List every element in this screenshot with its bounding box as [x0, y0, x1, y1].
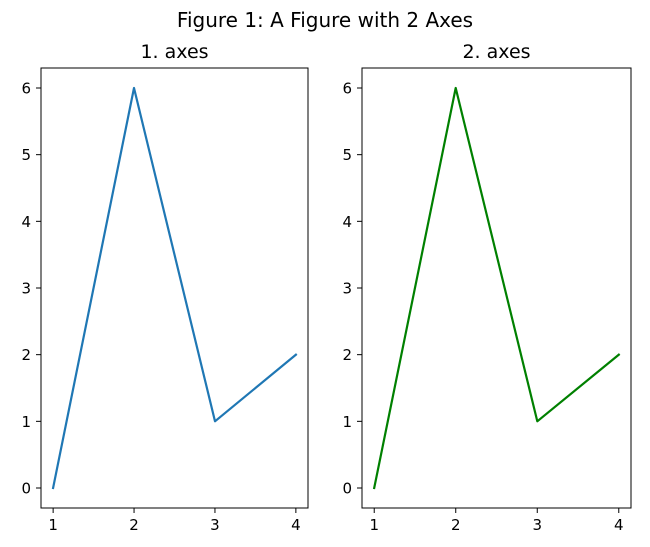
- y-tick-label: 6: [21, 80, 31, 98]
- series-line-1: [51, 86, 298, 490]
- figure-title: Figure 1: A Figure with 2 Axes: [177, 8, 473, 32]
- x-tick-label: 2: [451, 516, 461, 534]
- x-tick-label: 3: [532, 516, 542, 534]
- y-tick-label: 3: [342, 280, 352, 298]
- axes-frame: [361, 67, 632, 509]
- y-tick-label: 0: [21, 480, 31, 498]
- y-tick-label: 5: [21, 146, 31, 164]
- y-tick-label: 3: [21, 280, 31, 298]
- x-tick-label: 4: [291, 516, 301, 534]
- y-tick-label: 4: [21, 213, 31, 231]
- series-line-1: [372, 86, 621, 490]
- y-tick-label: 4: [342, 213, 352, 231]
- axes-title: 1. axes: [140, 41, 208, 63]
- y-tick-label: 1: [342, 413, 352, 431]
- x-tick-label: 2: [129, 516, 139, 534]
- y-tick-label: 5: [342, 146, 352, 164]
- axes-title: 2. axes: [462, 41, 530, 63]
- y-tick-label: 6: [342, 80, 352, 98]
- y-tick-label: 2: [342, 346, 352, 364]
- x-tick-label: 3: [210, 516, 220, 534]
- x-tick-label: 1: [48, 516, 58, 534]
- axes-frame: [40, 67, 309, 509]
- x-tick-label: 4: [614, 516, 624, 534]
- y-tick-label: 2: [21, 346, 31, 364]
- x-tick-label: 1: [369, 516, 379, 534]
- y-tick-label: 1: [21, 413, 31, 431]
- y-tick-label: 0: [342, 480, 352, 498]
